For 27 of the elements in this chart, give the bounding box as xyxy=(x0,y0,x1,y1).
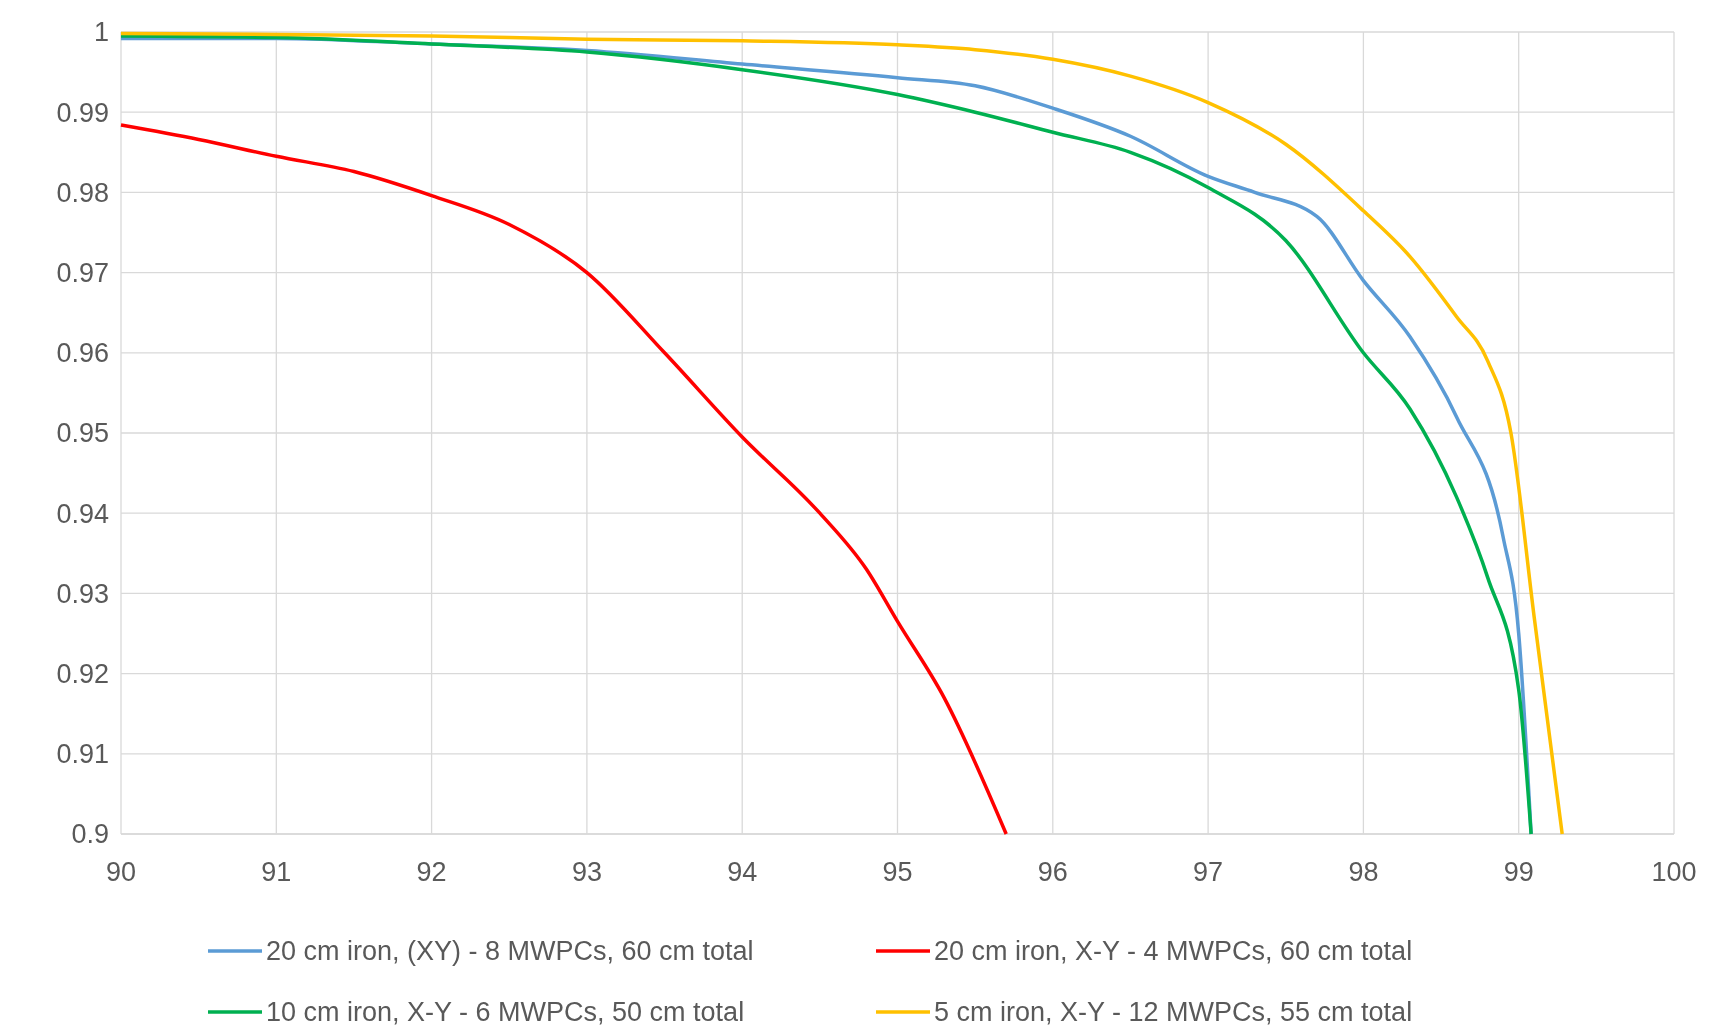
y-tick-label: 0.9 xyxy=(71,819,109,850)
y-tick-label: 0.91 xyxy=(56,739,109,770)
legend-label: 20 cm iron, X-Y - 4 MWPCs, 60 cm total xyxy=(934,936,1413,967)
x-tick-label: 98 xyxy=(1348,857,1379,887)
y-tick-label: 0.96 xyxy=(56,338,109,369)
legend-label: 10 cm iron, X-Y - 6 MWPCs, 50 cm total xyxy=(266,997,745,1026)
y-tick-label: 0.95 xyxy=(56,418,109,449)
x-tick-label: 92 xyxy=(416,857,447,887)
legend-label: 20 cm iron, (XY) - 8 MWPCs, 60 cm total xyxy=(266,936,754,967)
y-tick-label: 0.93 xyxy=(56,578,109,609)
x-tick-label: 95 xyxy=(882,857,913,887)
x-tick-label: 96 xyxy=(1037,857,1068,887)
x-tick-label: 97 xyxy=(1193,857,1224,887)
y-tick-label: 0.94 xyxy=(56,498,109,529)
x-tick-label: 94 xyxy=(727,857,758,887)
x-tick-label: 99 xyxy=(1503,857,1534,887)
x-tick-label: 100 xyxy=(1651,857,1697,887)
y-tick-label: 0.99 xyxy=(56,97,109,128)
y-tick-label: 1 xyxy=(93,17,109,48)
x-tick-label: 90 xyxy=(105,857,137,887)
y-tick-label: 0.97 xyxy=(56,258,109,289)
x-tick-label: 93 xyxy=(571,857,602,887)
y-tick-label: 0.98 xyxy=(56,177,109,208)
y-tick-label: 0.92 xyxy=(56,659,109,690)
line-series xyxy=(119,123,1008,836)
x-tick-label: 91 xyxy=(261,857,292,887)
legend-label: 5 cm iron, X-Y - 12 MWPCs, 55 cm total xyxy=(934,997,1413,1026)
